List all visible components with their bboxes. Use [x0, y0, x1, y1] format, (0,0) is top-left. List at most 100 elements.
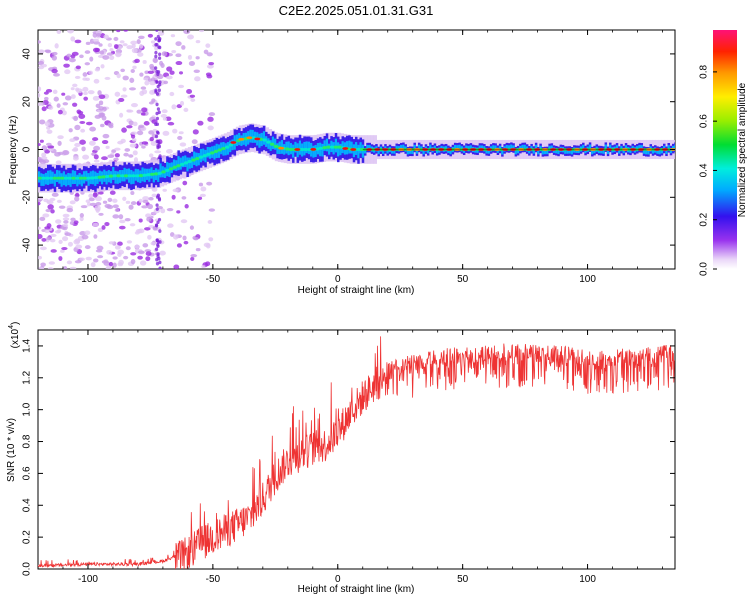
spectrogram-noise — [109, 55, 115, 60]
spectrogram-core — [225, 145, 230, 149]
spectrogram-core — [198, 155, 204, 159]
spectrogram-noise — [151, 98, 156, 103]
snr-frame — [37, 329, 676, 570]
spectrogram-noise — [105, 145, 110, 150]
spectrogram-noise — [130, 68, 135, 74]
spectrogram-core — [318, 146, 324, 150]
spectrogram-noise — [70, 217, 76, 222]
spectrogram-band — [523, 144, 527, 151]
spectrogram-noise — [126, 240, 133, 244]
spectrogram-peak — [246, 136, 253, 140]
spectrogram-noise — [149, 136, 155, 142]
spectrogram-band — [546, 148, 549, 155]
spectrogram-core — [71, 176, 76, 180]
spectrogram-noise — [176, 243, 182, 248]
spectrogram-noise — [177, 135, 183, 141]
spectrogram-noise — [101, 140, 109, 145]
spectrogram-noise — [150, 141, 158, 146]
spectrogram-band — [492, 145, 495, 151]
spectrogram-band — [539, 145, 542, 152]
spectrogram-noise — [182, 235, 187, 241]
spectrogram-noise — [125, 246, 131, 251]
spectrogram-band — [478, 145, 482, 151]
spectrogram-noise — [73, 239, 81, 245]
spectrogram-noise — [74, 196, 80, 202]
spectrogram-core — [191, 158, 196, 162]
spectrogram-noise — [154, 223, 159, 227]
spectrogram-noise — [85, 121, 93, 126]
spectrogram-noise — [161, 109, 168, 114]
spectrogram-band — [339, 143, 342, 156]
spectrogram-noise — [112, 214, 120, 219]
spectrogram-band — [568, 148, 572, 154]
spectrogram-noise — [38, 196, 44, 201]
spectrogram-noise — [94, 196, 102, 202]
spectrogram-core — [183, 161, 189, 165]
spectrogram-noise — [73, 115, 79, 122]
spectrogram-band — [321, 143, 324, 157]
spectrogram-noise — [109, 190, 116, 195]
spectrogram-noise — [64, 69, 71, 75]
spectrogram-noise — [140, 86, 147, 90]
spectrogram-core — [356, 147, 361, 152]
spectrogram-noise — [201, 265, 206, 269]
spectrogram-noise — [155, 139, 159, 144]
spectrogram-noise — [92, 95, 100, 101]
spectrogram-noise — [160, 208, 166, 214]
spectrogram-noise — [43, 198, 49, 203]
spectrogram-noise — [116, 73, 121, 79]
spectrogram-noise — [158, 266, 162, 269]
spectrogram-noise — [72, 156, 79, 161]
spectrogram-band — [422, 149, 425, 155]
spectrogram-band — [314, 144, 318, 157]
spectrogram-noise — [138, 44, 144, 49]
spectrogram-band — [55, 170, 59, 183]
spectrogram-band — [609, 144, 612, 151]
spectrogram-noise — [155, 261, 160, 266]
spectrogram-noise — [93, 40, 100, 45]
spectrogram-noise — [147, 203, 154, 210]
spectrogram-noise — [113, 44, 119, 49]
spectrogram-band — [85, 170, 88, 182]
spectrogram-band — [510, 144, 513, 150]
spectrogram-band — [429, 144, 432, 151]
spectrogram-noise — [58, 239, 63, 244]
spectrogram-core — [337, 145, 342, 149]
spectrogram-noise — [138, 218, 143, 223]
spectrogram-y-tick-label: 20 — [22, 96, 33, 108]
spectrogram-noise — [171, 49, 177, 54]
spectrogram-core — [82, 176, 88, 180]
spectrogram-noise — [133, 157, 139, 163]
spectrogram-noise — [101, 115, 107, 121]
spectrogram-noise — [199, 30, 205, 33]
spectrogram-noise — [97, 227, 104, 232]
spectrogram-noise — [200, 186, 207, 192]
spectrogram-noise — [47, 204, 54, 210]
spectrogram-noise — [38, 234, 43, 240]
spectrogram-y-tick-label: 40 — [22, 48, 33, 60]
spectrogram-band — [413, 144, 416, 151]
spectrogram-band — [76, 174, 79, 187]
spectrogram-noise — [155, 122, 160, 127]
spectrogram-core — [41, 176, 46, 180]
spectrogram-noise — [145, 256, 151, 262]
spectrogram-band — [168, 163, 171, 178]
spectrogram-core — [161, 170, 166, 174]
colorbar-tick-label: 0.0 — [699, 262, 710, 276]
spectrogram-core — [78, 176, 84, 180]
spectrogram-noise — [79, 54, 84, 59]
spectrogram-noise — [50, 249, 57, 253]
spectrogram-core — [333, 145, 339, 149]
spectrogram-noise — [89, 56, 94, 62]
spectrogram-noise — [172, 128, 178, 134]
spectrogram-band — [465, 145, 468, 151]
spectrogram-band — [298, 140, 302, 155]
spectrogram-core — [176, 164, 181, 168]
spectrogram-noise — [142, 243, 149, 248]
spectrogram-noise — [41, 106, 47, 112]
spectrogram-band — [667, 145, 671, 151]
spectrogram-noise — [138, 124, 145, 129]
spectrogram-band — [487, 148, 491, 154]
spectrogram-x-axis: -100 -50 0 50 100 — [37, 30, 663, 285]
spectrogram-band — [512, 145, 515, 151]
